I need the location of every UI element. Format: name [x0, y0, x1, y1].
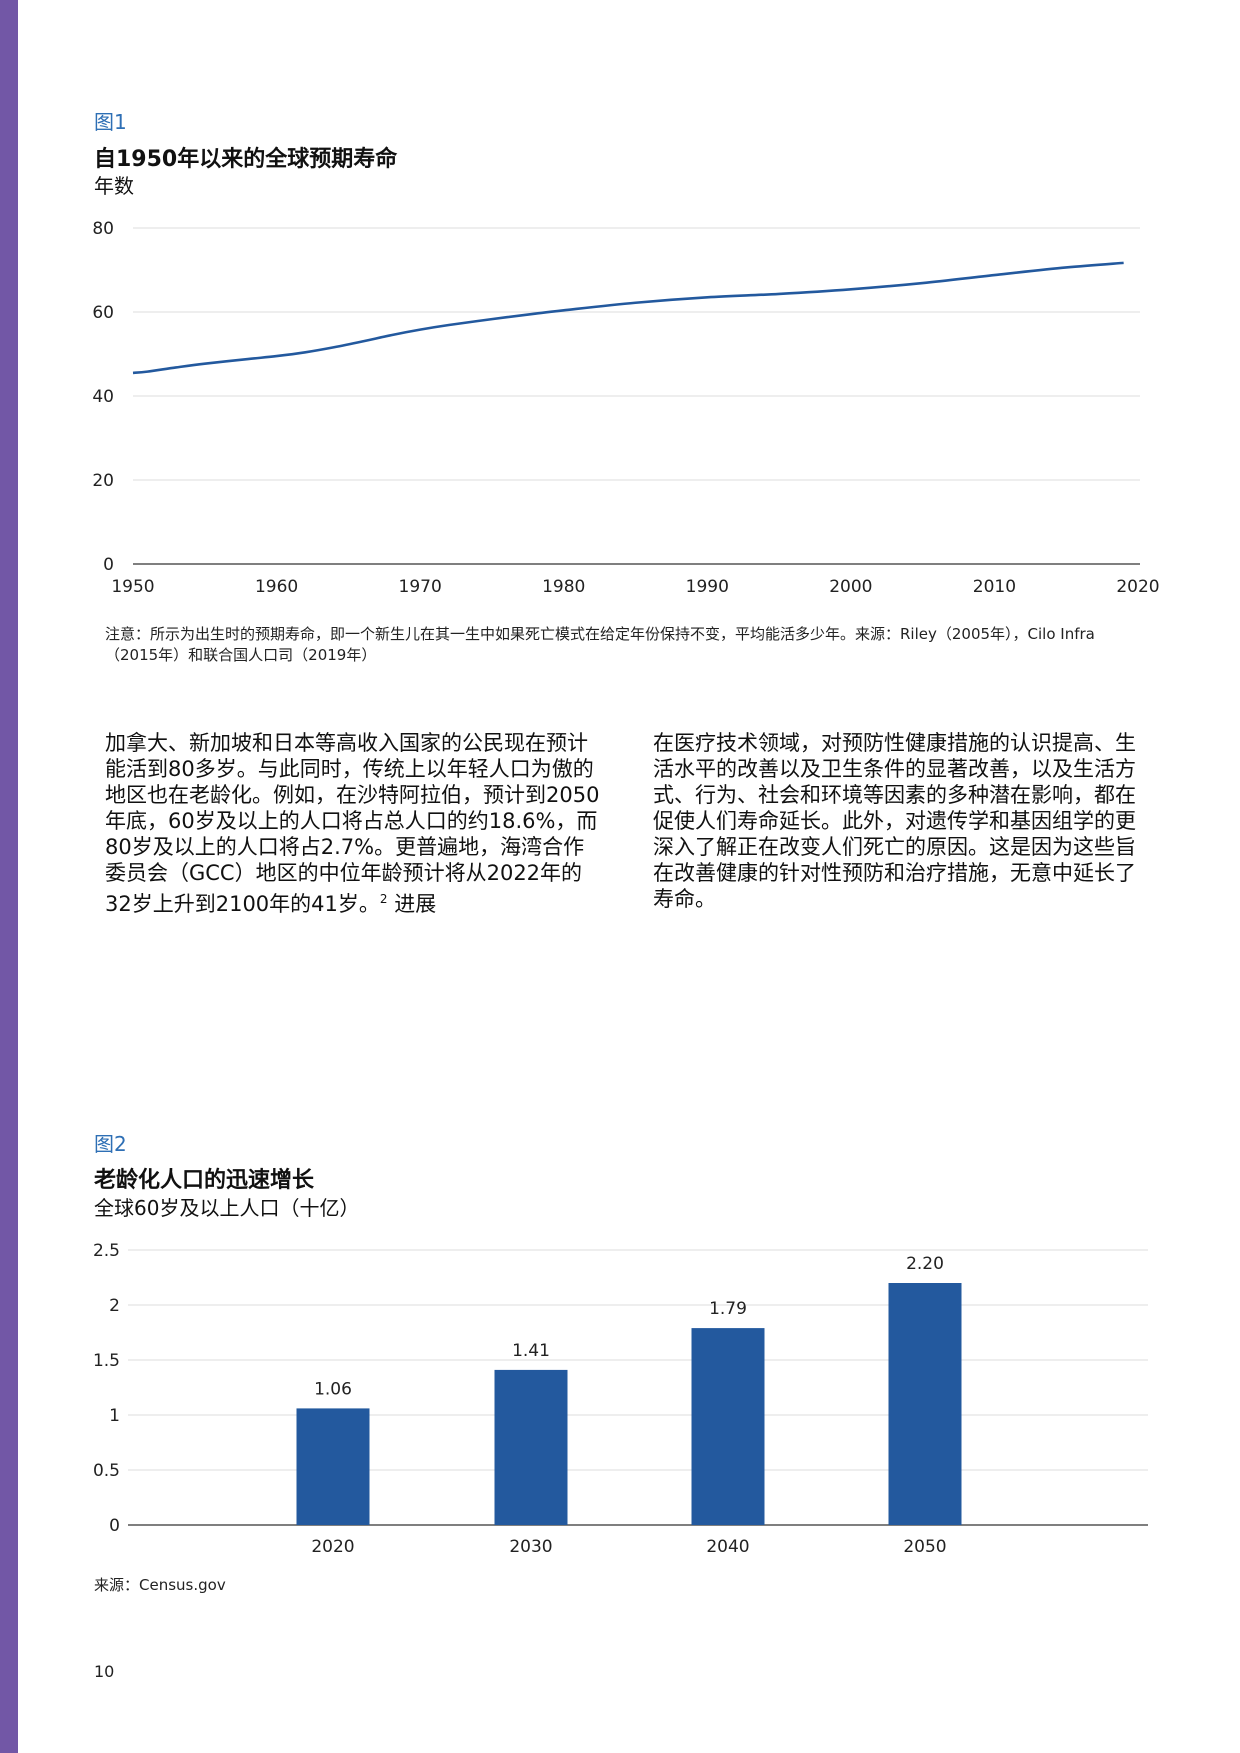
body-right-column: 在医疗技术领域，对预防性健康措施的认识提高、生活水平的改善以及卫生条件的显著改善…	[653, 730, 1139, 912]
figure1-label: 图1	[94, 110, 127, 134]
bar-2020	[296, 1408, 370, 1525]
body-left-column: 加拿大、新加坡和日本等高收入国家的公民现在预计能活到80多岁。与此同时，传统上以…	[105, 730, 605, 917]
body-left-tail: 进展	[387, 892, 437, 916]
x-tick-label: 2020	[1116, 577, 1159, 597]
y-tick-label: 0	[103, 555, 114, 575]
x-tick-label: 2030	[509, 1537, 552, 1557]
x-tick-label: 2020	[311, 1537, 354, 1557]
y-tick-label: 60	[92, 303, 114, 323]
x-tick-label: 1960	[255, 577, 298, 597]
body-left-text: 加拿大、新加坡和日本等高收入国家的公民现在预计能活到80多岁。与此同时，传统上以…	[105, 731, 600, 916]
life-expectancy-chart: 0 20 40 60 80 1950 1960 1970 1980 1990 2000 2010 202…	[92, 219, 1159, 597]
bar-2050	[888, 1283, 962, 1525]
side-accent-bar	[0, 0, 18, 1753]
bar-value-label: 1.79	[709, 1299, 747, 1319]
y-tick-label: 40	[92, 387, 114, 407]
x-tick-label: 2050	[903, 1537, 946, 1557]
body-right-text: 在医疗技术领域，对预防性健康措施的认识提高、生活水平的改善以及卫生条件的显著改善…	[653, 731, 1136, 911]
x-tick-label: 1980	[542, 577, 585, 597]
figure1-subtitle: 年数	[94, 174, 134, 198]
bar-2030	[494, 1369, 568, 1525]
figure2-label: 图2	[94, 1132, 127, 1156]
x-tick-label: 2000	[829, 577, 872, 597]
y-tick-label: 80	[92, 219, 114, 239]
aging-population-chart: 0 0.5 1 1.5 2 2.5 1.06 2020 1.41 2030 1.79 2040 2.20…	[93, 1241, 1148, 1557]
bar-value-label: 1.06	[314, 1379, 352, 1399]
x-tick-label: 2040	[706, 1537, 749, 1557]
bar-2040	[691, 1328, 765, 1525]
bar-value-label: 2.20	[906, 1254, 944, 1274]
y-tick-label: 1.5	[93, 1351, 120, 1371]
y-tick-label: 20	[92, 471, 114, 491]
x-tick-label: 1950	[111, 577, 154, 597]
figure2-subtitle: 全球60岁及以上人口（十亿）	[94, 1196, 360, 1220]
x-tick-label: 1990	[686, 577, 729, 597]
figure1-note: 注意：所示为出生时的预期寿命，即一个新生儿在其一生中如果死亡模式在给定年份保持不…	[105, 625, 1095, 664]
bar-value-label: 1.41	[512, 1341, 550, 1361]
figure2-title: 老龄化人口的迅速增长	[94, 1168, 315, 1193]
figure1-title: 自1950年以来的全球预期寿命	[94, 147, 398, 172]
y-tick-label: 0	[109, 1516, 120, 1536]
y-tick-label: 2.5	[93, 1241, 120, 1261]
page-number: 10	[94, 1662, 115, 1681]
y-tick-label: 2	[109, 1296, 120, 1316]
life-expectancy-line	[132, 261, 1124, 375]
x-tick-label: 2010	[973, 577, 1016, 597]
figure2-source: 来源：Census.gov	[94, 1576, 226, 1594]
y-tick-label: 0.5	[93, 1461, 120, 1481]
y-tick-label: 1	[109, 1406, 120, 1426]
footnote-marker: 2	[379, 892, 388, 906]
x-tick-label: 1970	[399, 577, 442, 597]
